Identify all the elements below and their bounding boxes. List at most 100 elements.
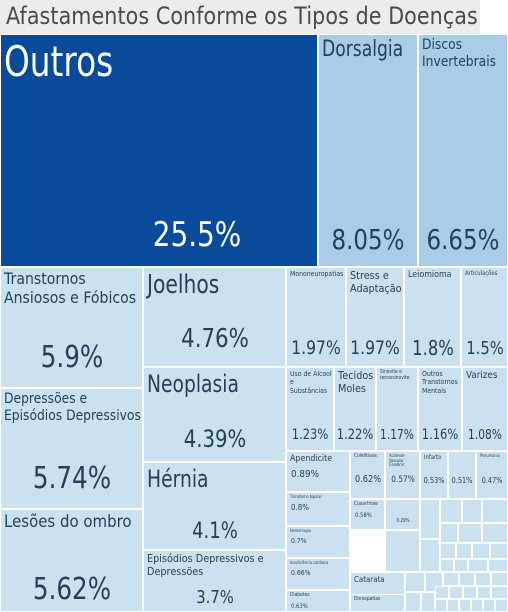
treemap-filler-tile xyxy=(462,499,482,523)
tile-value: 1.97% xyxy=(350,337,400,359)
treemap-tile: Transtorno bipolar 0.8% xyxy=(286,492,350,526)
treemap-tile: Outros Transtornos Mentais 1.16% xyxy=(418,367,462,451)
tile-label: Diabetes xyxy=(290,592,310,598)
tile-value: 25.5% xyxy=(152,215,242,255)
treemap-tile: Neoplasia 4.39% xyxy=(143,367,286,462)
tile-label: Neoplasia xyxy=(147,370,239,398)
tile-label: Sinovite e tenossinovite xyxy=(380,369,410,381)
tile-value: 4.76% xyxy=(180,324,249,354)
tile-value: 1.97% xyxy=(291,337,341,359)
tile-label: Lesões do ombro xyxy=(4,512,132,532)
tile-value: 5.74% xyxy=(32,461,111,496)
tile-value: 1.22% xyxy=(336,427,374,443)
tile-value: 0.89% xyxy=(291,468,319,480)
tile-value: 6.65% xyxy=(426,223,500,256)
treemap-filler-tile xyxy=(491,572,508,586)
tile-label: Transtorno bipolar xyxy=(290,494,322,499)
tile-value: 0.62% xyxy=(354,474,381,485)
tile-label: Leiomioma xyxy=(408,270,452,280)
treemap-filler-tile xyxy=(456,543,472,559)
tile-value: 1.5% xyxy=(465,338,504,359)
treemap-filler-tile xyxy=(435,586,449,599)
tile-value: 4.39% xyxy=(183,425,246,453)
treemap-filler-tile xyxy=(420,539,440,572)
treemap-filler-tile xyxy=(458,523,482,543)
treemap-tile: 0.51% xyxy=(448,451,476,499)
treemap-filler-tile xyxy=(405,572,425,592)
treemap-filler-tile xyxy=(440,499,462,523)
treemap-tile: Outros 25.5% xyxy=(0,34,318,267)
treemap-tile: Diabetes 0.63% xyxy=(286,590,350,612)
tile-label: Stress e Adaptação xyxy=(350,269,402,295)
tile-label: Apendicite xyxy=(290,454,333,464)
treemap-filler-tile xyxy=(490,543,508,559)
treemap-filler-tile xyxy=(440,543,456,559)
treemap-tile: Coxartrose 0.58% xyxy=(350,499,385,530)
tile-value: 0.58% xyxy=(355,511,372,519)
treemap-tile: Episódios Depressivos e Depressões 3.7% xyxy=(143,550,286,612)
tile-value: 0.57% xyxy=(390,475,415,485)
tile-label: Discos Invertebrais xyxy=(422,37,497,70)
treemap-filler-tile xyxy=(471,599,483,612)
treemap-tile: Hemorragia 0.7% xyxy=(286,526,350,558)
treemap-filler-tile xyxy=(440,523,458,543)
tile-value: 0.63% xyxy=(291,602,308,610)
treemap-filler-tile xyxy=(443,572,459,586)
treemap-tile: Leiomioma 1.8% xyxy=(404,267,461,367)
tile-label: Coxartrose xyxy=(354,501,378,507)
treemap-tile: Lesões do ombro 5.62% xyxy=(0,509,143,612)
treemap-filler-tile xyxy=(454,559,468,572)
treemap-filler-tile xyxy=(468,559,488,572)
title-background: Afastamentos Conforme os Tipos de Doença… xyxy=(0,0,480,34)
tile-label: Varizes xyxy=(466,370,498,381)
treemap-tile: Apendicite 0.89% xyxy=(286,451,350,492)
treemap-filler-tile xyxy=(495,599,508,612)
treemap-filler-tile xyxy=(459,572,475,586)
treemap-filler-tile xyxy=(405,592,421,612)
treemap-filler-tile xyxy=(447,599,459,612)
tile-label: Infarto xyxy=(424,454,442,461)
tile-label: Dorsalgia xyxy=(322,37,404,62)
tile-value: 1.16% xyxy=(421,427,459,443)
tile-label: Outros Transtornos Mentais xyxy=(422,370,458,395)
tile-label: Tecidos Moles xyxy=(338,369,374,395)
tile-label: Articulações xyxy=(465,270,498,277)
treemap-filler-tile xyxy=(483,599,495,612)
treemap-tile: Tecidos Moles 1.22% xyxy=(334,367,376,451)
treemap-filler-tile xyxy=(477,586,491,599)
treemap-tile: Articulações 1.5% xyxy=(461,267,508,367)
treemap-filler-tile xyxy=(482,499,508,523)
treemap-filler-tile xyxy=(421,592,435,612)
treemap-filler-tile xyxy=(459,599,471,612)
treemap-filler-tile xyxy=(491,586,508,599)
treemap-tile: Hérnia 4.1% xyxy=(143,462,286,550)
treemap-filler-tile xyxy=(475,572,491,586)
treemap-tile: Stress e Adaptação 1.97% xyxy=(346,267,404,367)
treemap-tile: Transtornos Ansiosos e Fóbicos 5.9% xyxy=(0,267,143,388)
tile-value: 0.8% xyxy=(291,503,309,513)
treemap-tile: Joelhos 4.76% xyxy=(143,267,286,367)
treemap-filler-tile xyxy=(385,530,420,572)
tile-value: 1.08% xyxy=(468,428,502,443)
tile-label: Hemorragia xyxy=(290,528,311,533)
treemap-tile: Uso de Álcool e Substâncias 1.23% xyxy=(286,367,334,451)
tile-value: 0.29% xyxy=(395,518,410,524)
tile-label: Acidente Vascular Cerebral xyxy=(389,453,405,468)
treemap-filler-tile xyxy=(420,499,440,539)
treemap-tile: Pneumonia 0.47% xyxy=(476,451,508,499)
tile-label: Catarata xyxy=(354,575,385,584)
tile-value: 0.7% xyxy=(291,537,307,546)
tile-value: 4.1% xyxy=(191,519,238,544)
treemap-tile: 0.29% xyxy=(385,499,420,530)
treemap-tile: Insuficiência cardíaca 0.66% xyxy=(286,558,350,590)
treemap-filler-tile xyxy=(463,586,477,599)
treemap-tile: Acidente Vascular Cerebral 0.57% xyxy=(385,451,420,499)
tile-label: Insuficiência cardíaca xyxy=(290,560,328,565)
tile-value: 5.9% xyxy=(40,340,103,375)
tile-label: Pneumonia xyxy=(480,453,500,458)
treemap-tile: Mononeuropatias 1.97% xyxy=(286,267,346,367)
tile-value: 0.53% xyxy=(423,476,445,485)
tile-label: Depressões e Episódios Depressivos xyxy=(4,391,141,424)
treemap-tile: Discos Invertebrais 6.65% xyxy=(418,34,508,267)
treemap-filler-tile xyxy=(435,599,447,612)
